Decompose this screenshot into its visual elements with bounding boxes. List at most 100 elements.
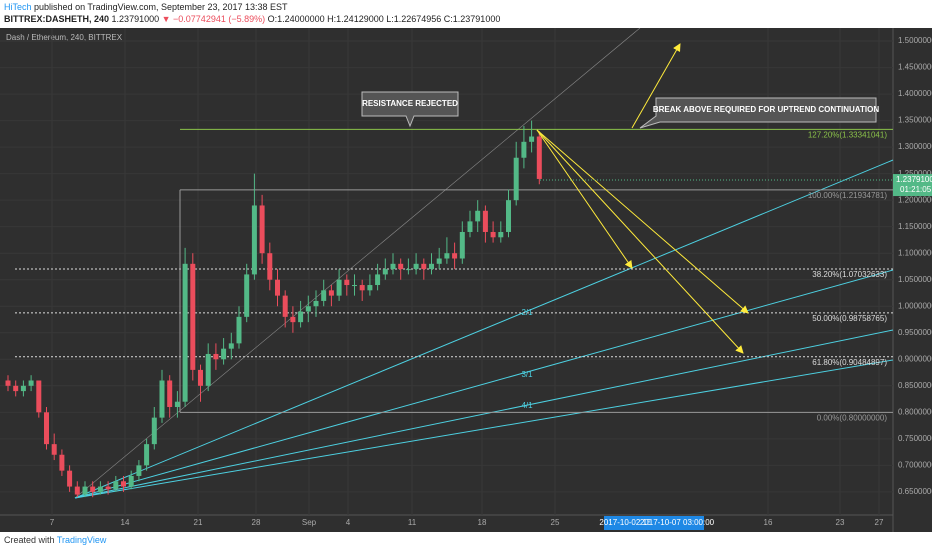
chart: Dash / Ethereum, 240, BITTREX 0.65000000… <box>0 28 932 532</box>
x-tick-label: 14 <box>121 518 130 527</box>
fib-label: 50.00%(0.98758765) <box>812 314 887 323</box>
publisher[interactable]: HiTech <box>4 2 32 12</box>
candle-body <box>321 290 327 301</box>
y-tick-label: 1.25000000 <box>898 169 932 178</box>
candle-body <box>413 263 419 270</box>
candle-body <box>44 412 49 445</box>
arrow <box>536 129 633 269</box>
date-label: 2017-10-02 15:00 <box>599 518 663 527</box>
candle-body <box>51 444 57 455</box>
candle-body <box>305 306 311 312</box>
candle-body <box>36 380 42 413</box>
candle-body <box>90 486 96 492</box>
date-label: 2017-10-07 03:00:00 <box>640 518 715 527</box>
brand[interactable]: TradingView <box>56 535 107 545</box>
candle-body <box>74 486 80 495</box>
candle-body <box>444 253 450 259</box>
y-tick-label: 1.35000000 <box>898 116 932 125</box>
candle-body <box>382 269 388 275</box>
y-tick-label: 1.15000000 <box>898 222 932 231</box>
price-tag <box>893 174 932 197</box>
candle-body <box>290 316 296 323</box>
candle-body <box>28 380 34 386</box>
x-tick-label: 4 <box>346 518 351 527</box>
ohlc: O:1.24000000 H:1.24129000 L:1.22674956 C… <box>267 14 501 24</box>
candle-body <box>121 481 126 487</box>
y-tick-label: 0.90000000 <box>898 354 932 363</box>
candle-body <box>182 263 188 402</box>
created: Created with <box>4 535 55 545</box>
candle-body <box>244 274 250 317</box>
candle-body <box>67 470 73 487</box>
candle-body <box>105 486 111 490</box>
candle-body <box>436 258 442 264</box>
arrow <box>536 129 749 314</box>
candle-body <box>159 380 165 418</box>
x-tick-label: Sep <box>302 518 317 527</box>
candle-body <box>205 353 211 386</box>
y-tick-label: 0.80000000 <box>898 407 932 416</box>
candle-body <box>513 157 519 201</box>
change: ▼ −0.07742941 (−5.89%) <box>161 14 266 24</box>
candle-body <box>167 380 173 408</box>
candle-body <box>113 481 119 490</box>
fib-label: 0.00%(0.80000000) <box>817 413 888 422</box>
candle-body <box>405 269 411 271</box>
callout-text: RESISTANCE REJECTED <box>362 99 458 108</box>
candle-body <box>336 279 342 296</box>
y-tick-label: 1.30000000 <box>898 142 932 151</box>
candle-body <box>352 285 357 287</box>
candle-body <box>174 401 180 408</box>
y-tick-label: 1.20000000 <box>898 195 932 204</box>
candle-body <box>529 136 535 142</box>
candle-body <box>313 300 319 307</box>
candle-body <box>421 263 427 270</box>
candle-body <box>367 285 373 291</box>
x-tick-label: 23 <box>836 518 845 527</box>
candle-body <box>59 454 65 471</box>
footer: Created with TradingView <box>4 535 106 545</box>
fib-label: 100.00%(1.21934781) <box>808 191 888 200</box>
y-tick-label: 0.95000000 <box>898 328 932 337</box>
x-tick-label: 25 <box>551 518 560 527</box>
candle-body <box>482 210 488 232</box>
candle-body <box>398 263 404 270</box>
candle-body <box>190 263 196 370</box>
date-highlight <box>604 516 658 530</box>
date-highlight <box>650 516 704 530</box>
candle-body <box>144 444 150 466</box>
candle-body <box>213 353 219 360</box>
price-countdown: 01:21:05 <box>900 185 932 194</box>
x-tick-label: 18 <box>478 518 487 527</box>
y-tick-label: 0.70000000 <box>898 460 932 469</box>
callout <box>361 91 459 128</box>
fib-label: 127.20%(1.33341041) <box>808 131 888 140</box>
candle-body <box>13 385 19 392</box>
candle-body <box>536 136 542 179</box>
publish-line: HiTech published on TradingView.com, Sep… <box>4 2 288 12</box>
candle-body <box>228 343 234 349</box>
candle-body <box>267 253 273 280</box>
y-tick-label: 0.65000000 <box>898 487 932 496</box>
y-tick-label: 1.40000000 <box>898 89 932 98</box>
y-tick-label: 1.50000000 <box>898 36 932 45</box>
fan-label: 4/1 <box>521 401 533 410</box>
x-tick-label: 21 <box>194 518 203 527</box>
symbol: BITTREX:DASHETH, 240 <box>4 14 110 24</box>
candle-body <box>328 290 334 296</box>
y-tick-label: 1.00000000 <box>898 301 932 310</box>
price-tag-label: 1.23791000 <box>896 175 932 184</box>
fan-label: 3/1 <box>521 370 533 379</box>
candle-body <box>282 295 288 317</box>
candle-body <box>136 465 142 476</box>
candle-body <box>275 279 280 296</box>
fan-line <box>74 269 894 499</box>
callout-text: BREAK ABOVE REQUIRED FOR UPTREND CONTINU… <box>653 105 879 114</box>
arrow <box>536 129 744 354</box>
fib-label: 38.20%(1.07032633) <box>812 270 887 279</box>
candle-body <box>467 221 473 232</box>
y-tick-label: 1.10000000 <box>898 248 932 257</box>
fan-line <box>74 329 894 499</box>
fan-line <box>74 359 894 499</box>
